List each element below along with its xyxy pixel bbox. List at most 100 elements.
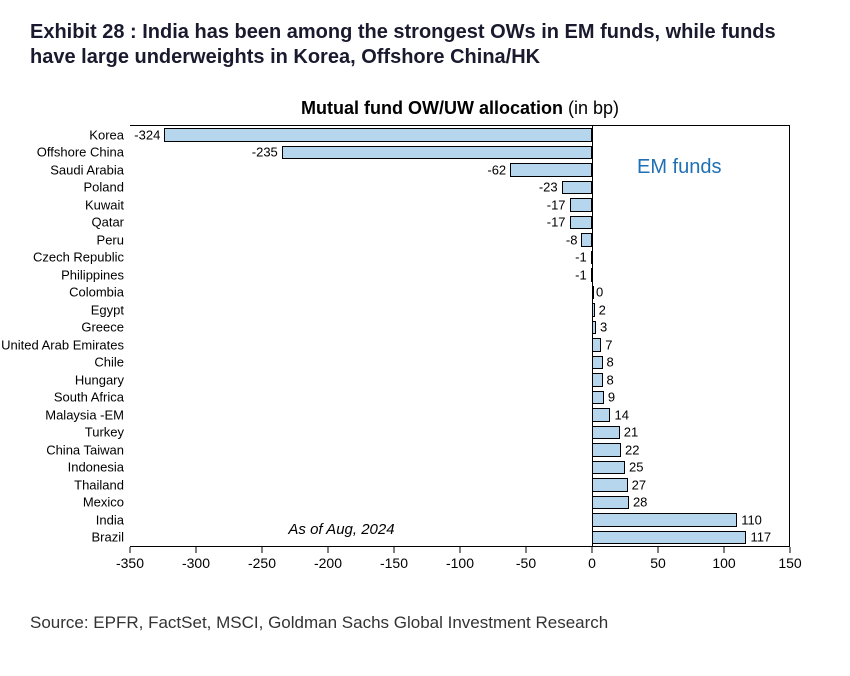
bar: [282, 146, 592, 160]
tick-label: 0: [588, 555, 596, 571]
tick-label: -250: [248, 555, 276, 571]
category-label: Chile: [94, 355, 124, 370]
bar: [592, 531, 746, 545]
bar: [592, 391, 604, 405]
category-label: Peru: [97, 232, 124, 247]
category-label: Brazil: [91, 530, 124, 545]
value-label: 110: [741, 512, 762, 527]
chart-title-unit: (in bp): [563, 98, 619, 118]
value-label: 9: [608, 390, 615, 405]
value-label: -235: [252, 145, 278, 160]
chart-row: Peru-8: [130, 231, 789, 249]
tick-label: 50: [650, 555, 666, 571]
source-text: Source: EPFR, FactSet, MSCI, Goldman Sac…: [30, 613, 820, 633]
value-label: 28: [633, 495, 647, 510]
category-label: Greece: [81, 320, 124, 335]
chart-row: Hungary8: [130, 371, 789, 389]
value-label: 8: [607, 372, 614, 387]
tick-label: -50: [516, 555, 536, 571]
category-label: Indonesia: [68, 460, 124, 475]
chart-row: Indonesia25: [130, 459, 789, 477]
tick-mark: [262, 547, 263, 553]
chart-row: Korea-324: [130, 126, 789, 144]
category-label: Czech Republic: [33, 250, 124, 265]
category-label: Colombia: [69, 285, 124, 300]
category-label: Kuwait: [85, 197, 124, 212]
bar: [591, 268, 593, 282]
chart-row: Thailand27: [130, 476, 789, 494]
value-label: 22: [625, 442, 639, 457]
category-label: Malaysia -EM: [45, 407, 124, 422]
category-label: Hungary: [75, 372, 124, 387]
bar: [591, 251, 593, 265]
chart-row: Greece3: [130, 319, 789, 337]
category-label: Qatar: [91, 215, 124, 230]
category-label: China Taiwan: [46, 442, 124, 457]
value-label: 14: [614, 407, 628, 422]
chart-row: India110: [130, 511, 789, 529]
tick-mark: [790, 547, 791, 553]
chart-row: United Arab Emirates7: [130, 336, 789, 354]
tick-label: -100: [446, 555, 474, 571]
chart-row: Qatar-17: [130, 214, 789, 232]
bar: [570, 198, 592, 212]
page: Exhibit 28 : India has been among the st…: [0, 0, 850, 676]
category-label: Turkey: [85, 425, 124, 440]
chart-row: Poland-23: [130, 179, 789, 197]
category-label: Poland: [84, 180, 124, 195]
bar: [592, 356, 603, 370]
chart-row: China Taiwan22: [130, 441, 789, 459]
chart-row: Philippines-1: [130, 266, 789, 284]
category-label: Mexico: [83, 495, 124, 510]
chart-row: Offshore China-235: [130, 144, 789, 162]
value-label: -1: [575, 267, 587, 282]
value-label: -8: [566, 232, 578, 247]
tick-label: -350: [116, 555, 144, 571]
tick-mark: [526, 547, 527, 553]
chart-row: Colombia0: [130, 284, 789, 302]
chart-row: Mexico28: [130, 494, 789, 512]
value-label: 25: [629, 460, 643, 475]
bar: [164, 128, 592, 142]
value-label: 7: [605, 337, 612, 352]
chart-row: Chile8: [130, 354, 789, 372]
bar: [592, 426, 620, 440]
chart-row: Turkey21: [130, 424, 789, 442]
value-label: 21: [624, 425, 638, 440]
bar: [592, 408, 610, 422]
value-label: 27: [632, 477, 646, 492]
exhibit-title: Exhibit 28 : India has been among the st…: [30, 20, 820, 70]
bar: [570, 216, 592, 230]
bar: [592, 286, 594, 300]
tick-mark: [130, 547, 131, 553]
category-label: India: [96, 512, 124, 527]
chart-row: Kuwait-17: [130, 196, 789, 214]
bar: [592, 461, 625, 475]
category-label: Philippines: [61, 267, 124, 282]
chart-row: Egypt2: [130, 301, 789, 319]
tick-mark: [592, 547, 593, 553]
category-label: Saudi Arabia: [50, 162, 124, 177]
value-label: -62: [487, 162, 506, 177]
chart-row: Czech Republic-1: [130, 249, 789, 267]
value-label: -23: [539, 180, 558, 195]
chart-plot-area: EM funds As of Aug, 2024 Korea-324Offsho…: [130, 125, 790, 546]
value-label: 8: [607, 355, 614, 370]
bar: [592, 321, 596, 335]
chart-row: South Africa9: [130, 389, 789, 407]
category-label: Korea: [89, 127, 124, 142]
category-label: Egypt: [91, 302, 124, 317]
bar: [592, 496, 629, 510]
value-label: 117: [750, 530, 771, 545]
tick-mark: [394, 547, 395, 553]
bar: [592, 513, 737, 527]
tick-label: 150: [778, 555, 801, 571]
tick-label: -150: [380, 555, 408, 571]
chart-row: Brazil117: [130, 529, 789, 547]
tick-label: -200: [314, 555, 342, 571]
value-label: 3: [600, 320, 607, 335]
value-label: -324: [134, 127, 160, 142]
bar: [592, 443, 621, 457]
chart-title-main: Mutual fund OW/UW allocation: [301, 98, 563, 118]
bar: [592, 478, 628, 492]
